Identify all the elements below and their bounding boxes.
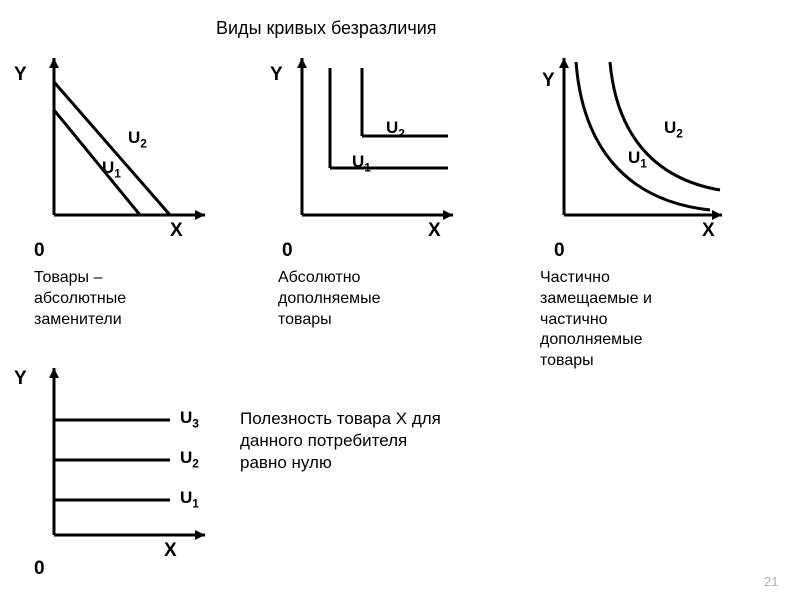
chart4-origin-label: 0 xyxy=(34,558,45,580)
chart4-u1-label: U1 xyxy=(180,488,199,510)
chart2-y-label: Y xyxy=(270,64,283,86)
chart3-u2-label: U2 xyxy=(664,118,683,140)
chart2-u2-label: U2 xyxy=(386,118,405,140)
chart1-svg xyxy=(30,50,210,230)
page-number: 21 xyxy=(764,574,778,589)
chart1-u2-label: U2 xyxy=(128,128,147,150)
chart2-origin-label: 0 xyxy=(282,240,293,262)
chart2-caption: Абсолютнодополняемыетовары xyxy=(278,268,381,330)
page-title: Виды кривых безразличия xyxy=(216,18,437,39)
chart4-y-label: Y xyxy=(14,368,27,390)
chart3-caption: Частичнозамещаемые ичастичнодополняемыет… xyxy=(540,268,652,372)
chart1-origin-label: 0 xyxy=(34,240,45,262)
chart4-caption: Полезность товара Х дляданного потребите… xyxy=(240,408,441,474)
chart4-u2-label: U2 xyxy=(180,448,199,470)
chart1-y-label: Y xyxy=(14,64,27,86)
chart2-svg xyxy=(278,50,458,230)
chart1-caption: Товары –абсолютныезаменители xyxy=(34,268,126,330)
chart4-x-label: X xyxy=(164,540,177,562)
chart3-svg xyxy=(540,50,730,230)
chart4-u3-label: U3 xyxy=(180,408,199,430)
chart3-u1-label: U1 xyxy=(628,148,647,170)
chart1-x-label: X xyxy=(170,220,183,242)
chart3-x-label: X xyxy=(702,220,715,242)
chart3-origin-label: 0 xyxy=(554,240,565,262)
chart2-x-label: X xyxy=(428,220,441,242)
chart2-u1-label: U1 xyxy=(352,152,371,174)
chart3-y-label: Y xyxy=(542,70,555,92)
chart1-u1-label: U1 xyxy=(102,158,121,180)
